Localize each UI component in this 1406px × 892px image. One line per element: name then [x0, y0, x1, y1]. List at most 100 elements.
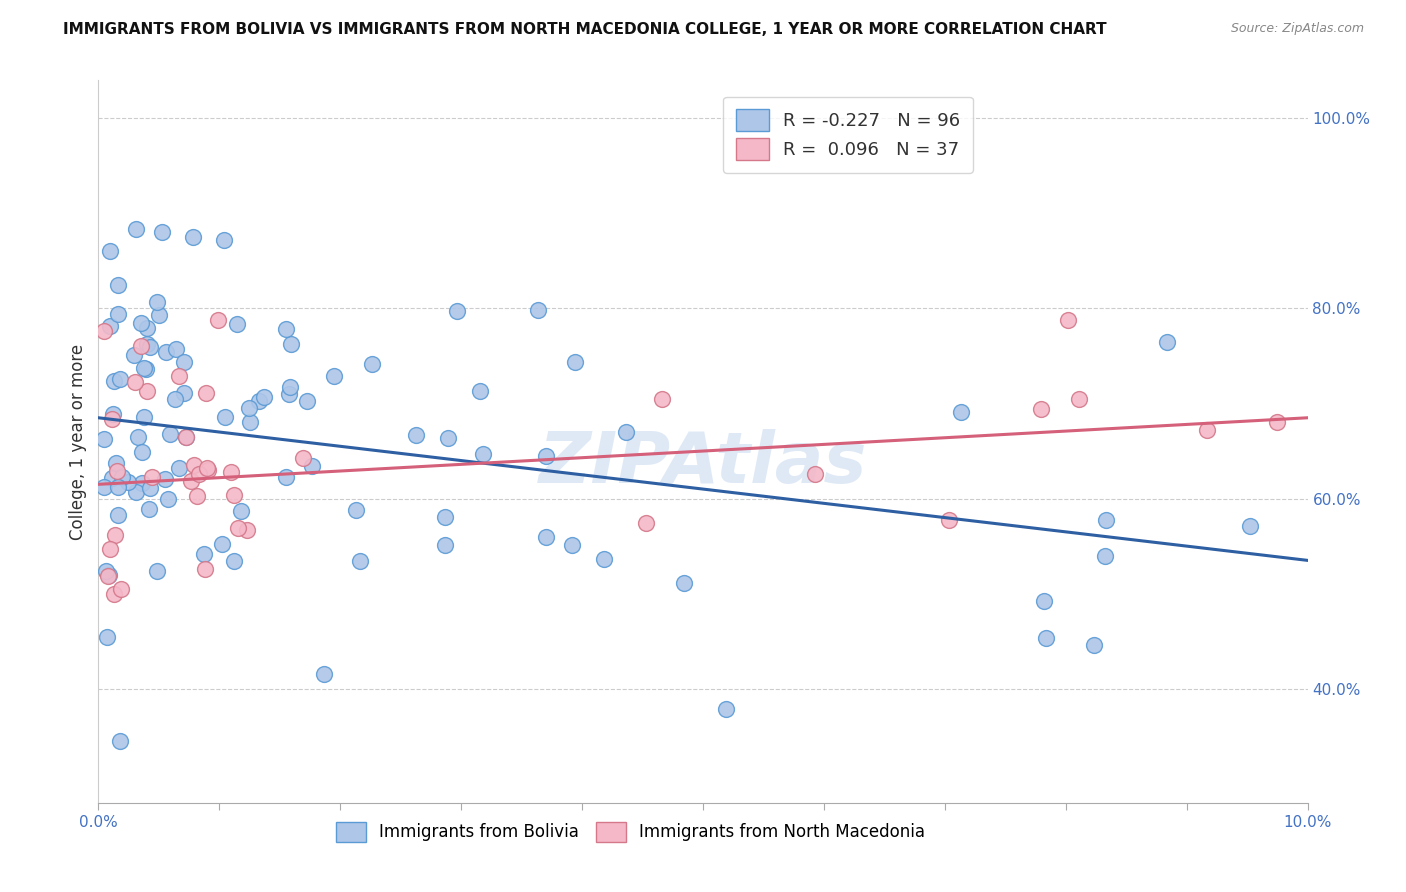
Point — [405, 428, 427, 442]
Point — [224, 488, 246, 502]
Point — [107, 277, 129, 292]
Point — [125, 222, 148, 236]
Point — [174, 430, 197, 444]
Point — [136, 336, 159, 351]
Point — [222, 554, 245, 568]
Point — [163, 392, 186, 406]
Point — [593, 552, 616, 566]
Point — [103, 587, 125, 601]
Point — [1031, 401, 1053, 416]
Point — [107, 307, 129, 321]
Point — [1067, 392, 1090, 406]
Point — [471, 447, 494, 461]
Point — [1095, 513, 1118, 527]
Point — [122, 348, 145, 362]
Point — [349, 554, 371, 568]
Point — [98, 567, 121, 582]
Point — [96, 630, 118, 644]
Point — [1156, 334, 1178, 349]
Point — [100, 470, 122, 484]
Point — [110, 582, 132, 597]
Text: IMMIGRANTS FROM BOLIVIA VS IMMIGRANTS FROM NORTH MACEDONIA COLLEGE, 1 YEAR OR MO: IMMIGRANTS FROM BOLIVIA VS IMMIGRANTS FR… — [63, 22, 1107, 37]
Point — [360, 357, 382, 371]
Point — [195, 386, 218, 401]
Point — [100, 411, 122, 425]
Point — [436, 431, 458, 445]
Legend: Immigrants from Bolivia, Immigrants from North Macedonia: Immigrants from Bolivia, Immigrants from… — [329, 815, 932, 848]
Point — [159, 427, 181, 442]
Point — [98, 244, 121, 259]
Point — [212, 233, 235, 247]
Point — [534, 530, 557, 544]
Point — [561, 538, 583, 552]
Point — [651, 392, 673, 406]
Point — [134, 360, 156, 375]
Point — [1239, 519, 1261, 533]
Point — [1265, 415, 1288, 429]
Point — [1032, 594, 1054, 608]
Point — [173, 355, 195, 369]
Point — [225, 317, 247, 331]
Point — [278, 380, 301, 394]
Point — [274, 322, 297, 336]
Point — [239, 415, 262, 429]
Point — [127, 430, 149, 444]
Point — [534, 449, 557, 463]
Point — [108, 372, 131, 386]
Point — [104, 456, 127, 470]
Text: Source: ZipAtlas.com: Source: ZipAtlas.com — [1230, 22, 1364, 36]
Point — [98, 542, 121, 557]
Point — [186, 489, 208, 503]
Point — [135, 362, 157, 376]
Point — [301, 459, 323, 474]
Point — [949, 405, 972, 419]
Point — [111, 470, 134, 484]
Point — [138, 481, 160, 495]
Point — [93, 324, 115, 338]
Point — [197, 463, 219, 477]
Point — [129, 317, 152, 331]
Point — [97, 569, 120, 583]
Point — [247, 393, 270, 408]
Point — [103, 374, 125, 388]
Point — [276, 470, 298, 484]
Point — [117, 475, 139, 489]
Point — [614, 425, 637, 440]
Point — [323, 368, 346, 383]
Point — [344, 502, 367, 516]
Point — [527, 302, 550, 317]
Point — [672, 576, 695, 591]
Point — [105, 464, 128, 478]
Point — [291, 451, 314, 466]
Point — [138, 502, 160, 516]
Point — [804, 467, 827, 481]
Point — [1094, 549, 1116, 564]
Point — [107, 508, 129, 523]
Point — [134, 410, 156, 425]
Point — [229, 504, 252, 518]
Point — [96, 564, 118, 578]
Point — [139, 340, 162, 354]
Point — [167, 460, 190, 475]
Point — [193, 547, 215, 561]
Point — [1056, 313, 1078, 327]
Point — [433, 509, 456, 524]
Point — [314, 666, 336, 681]
Point — [195, 461, 218, 475]
Point — [107, 480, 129, 494]
Point — [104, 527, 127, 541]
Point — [226, 520, 249, 534]
Point — [157, 492, 180, 507]
Point — [193, 561, 215, 575]
Point — [135, 321, 157, 335]
Y-axis label: College, 1 year or more: College, 1 year or more — [69, 343, 87, 540]
Point — [93, 432, 115, 446]
Point — [150, 225, 173, 239]
Point — [155, 472, 177, 486]
Point — [167, 368, 190, 383]
Point — [101, 407, 124, 421]
Point — [129, 339, 152, 353]
Point — [564, 355, 586, 369]
Point — [446, 303, 468, 318]
Point — [1035, 631, 1057, 645]
